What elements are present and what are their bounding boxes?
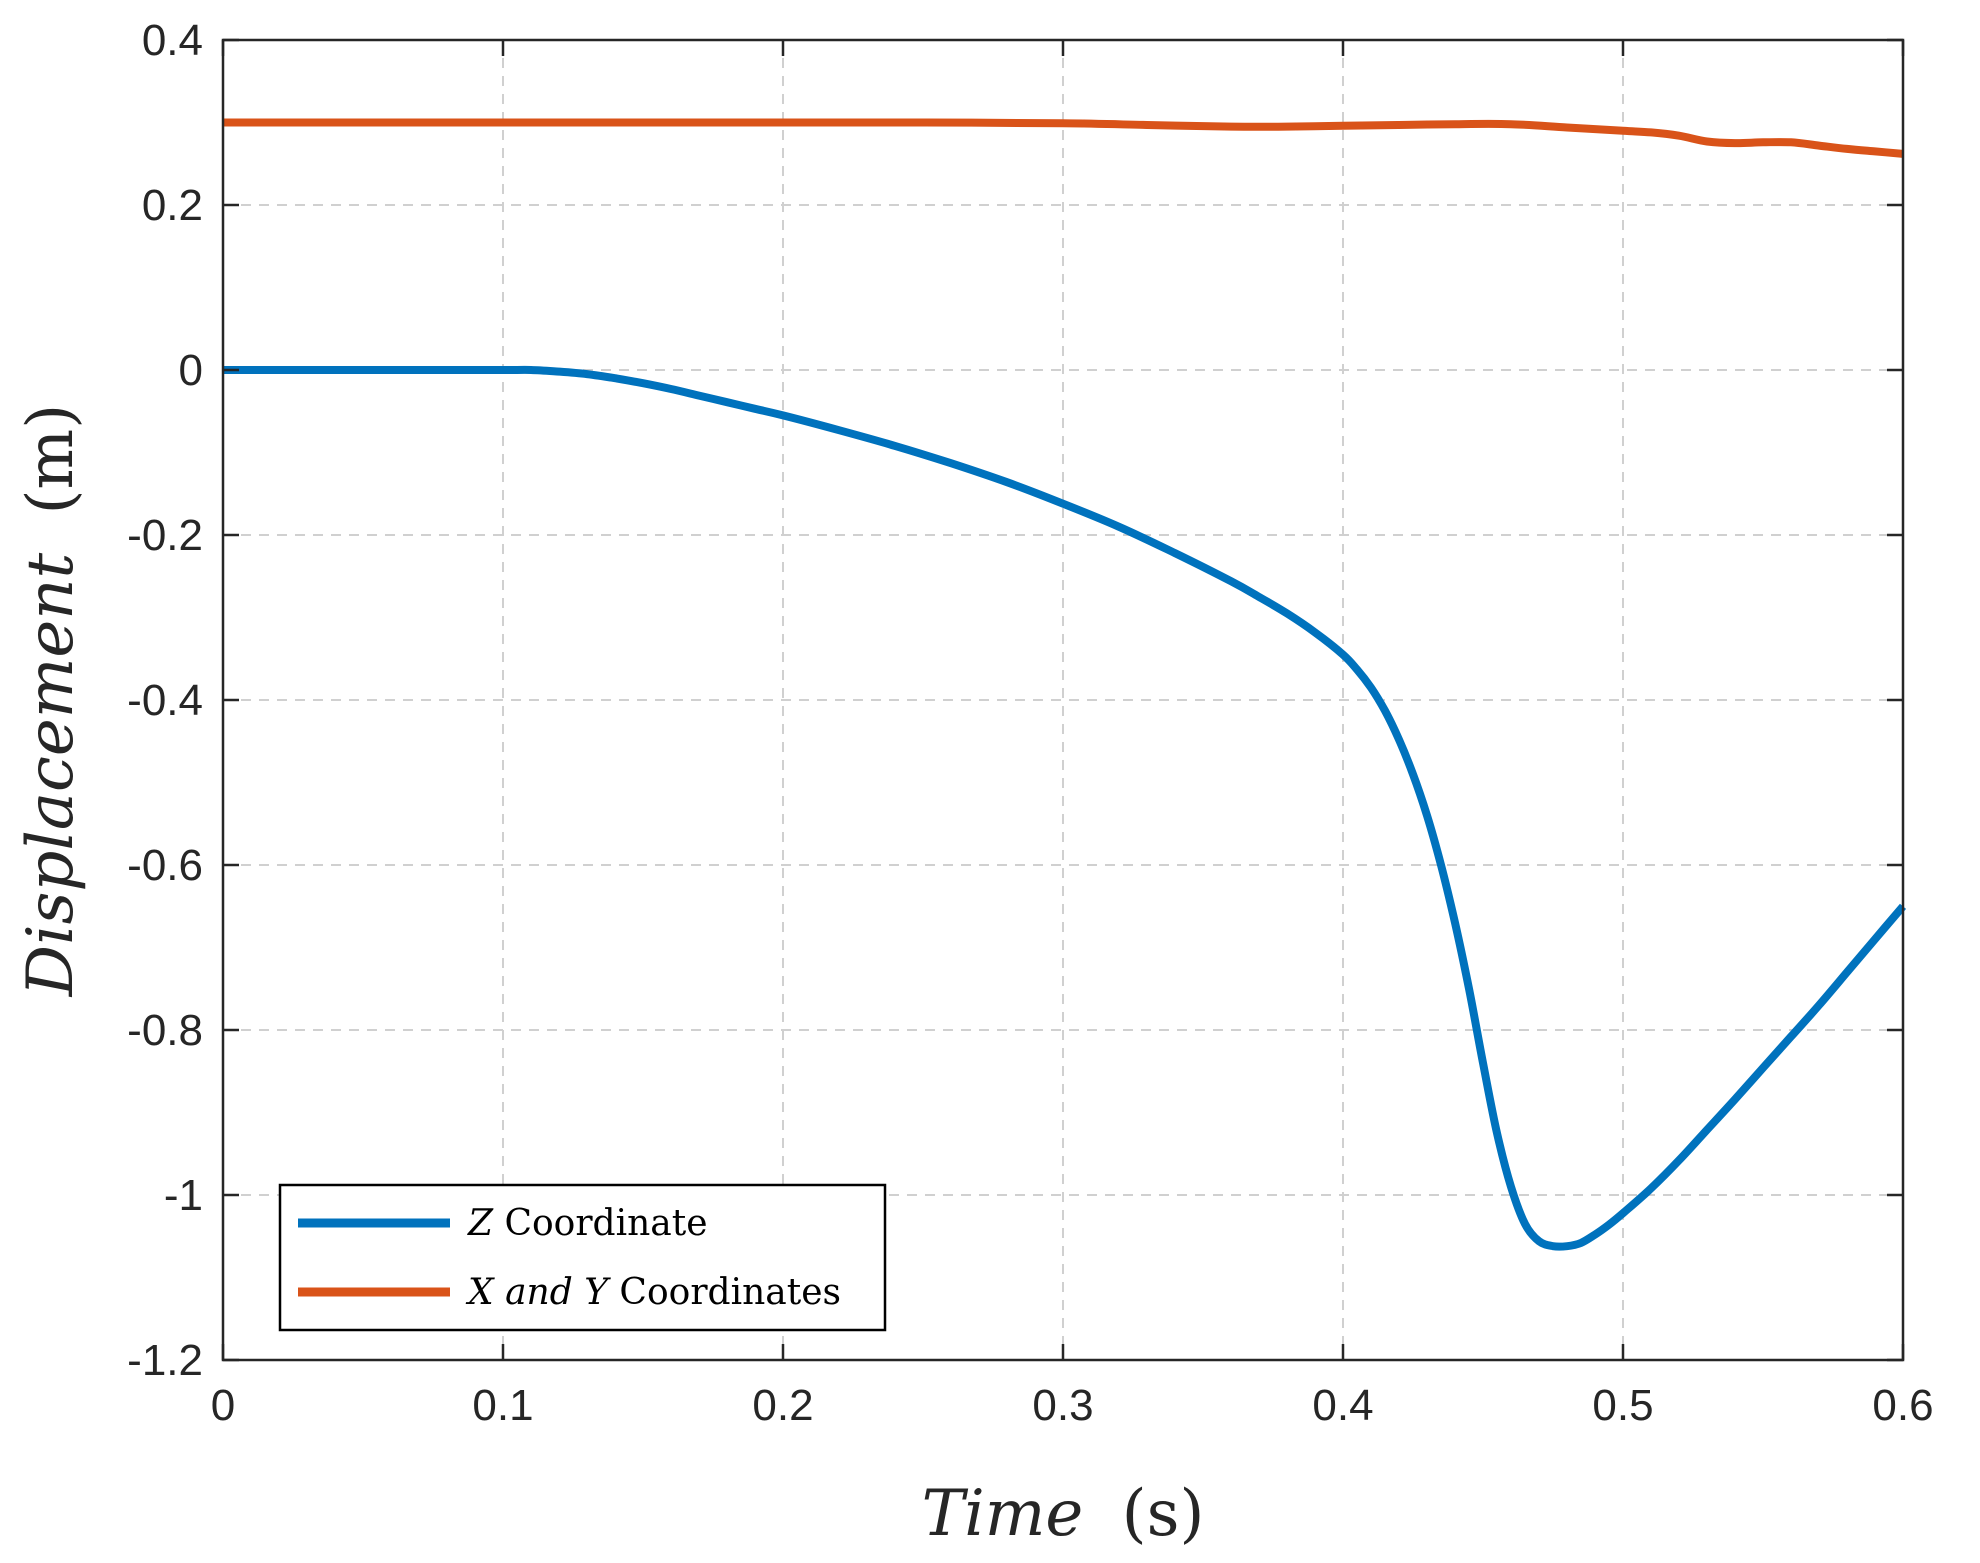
x-tick-label-0-4: 0.4 [1312,1381,1373,1430]
y-tick-labels: 0.4 0.2 0 -0.2 -0.4 -0.6 -0.8 -1 -1.2 [127,16,203,1385]
y-tick-label-0-2: 0.2 [142,181,203,230]
legend: Z Coordinate X and Y Coordinates [278,1183,887,1332]
y-tick-label-1-2: -1.2 [127,1336,203,1385]
legend-box [278,1183,887,1332]
series-line-x-and-y-coordinates [223,118,1904,158]
x-axis-title: Time (s) [922,1477,1205,1551]
legend-z-symbol: Z [467,1203,494,1244]
x-tick-label-0-1: 0.1 [472,1381,533,1430]
y-tick-label-0-2: -0.2 [127,511,203,560]
y-axis-unit: (m) [14,404,88,515]
y-tick-label-1: -1 [164,1171,203,1220]
y-axis-title: Displacement (m) [14,404,88,997]
x-tick-label-0: 0 [211,1381,235,1430]
series-line-z-coordinate [222,365,1907,1251]
y-tick-label-0-8: -0.8 [127,1006,203,1055]
x-axis-variable: Time [922,1477,1084,1551]
x-tick-label-0-6: 0.6 [1872,1381,1933,1430]
legend-xy-suffix: Coordinates [608,1272,841,1313]
x-axis-unit: (s) [1122,1477,1205,1551]
legend-xy-symbol: X and Y [465,1272,611,1313]
legend-z-suffix: Coordinate [493,1203,708,1244]
x-tick-label-0-2: 0.2 [752,1381,813,1430]
x-tick-label-0-5: 0.5 [1592,1381,1653,1430]
y-axis-variable: Displacement [14,552,88,997]
y-tick-label-0-4: 0.4 [142,16,203,65]
x-tick-labels: 0 0.1 0.2 0.3 0.4 0.5 0.6 [211,1381,1934,1430]
x-tick-label-0-3: 0.3 [1032,1381,1093,1430]
legend-label-z-coordinate: Z Coordinate [467,1203,708,1244]
y-tick-label-0: 0 [179,346,203,395]
legend-label-xy-coordinates: X and Y Coordinates [465,1272,841,1313]
axis-ticks [221,38,1905,1362]
data-series [222,118,1907,1251]
y-tick-label-0-4: -0.4 [127,676,203,725]
y-tick-label-0-6: -0.6 [127,841,203,890]
